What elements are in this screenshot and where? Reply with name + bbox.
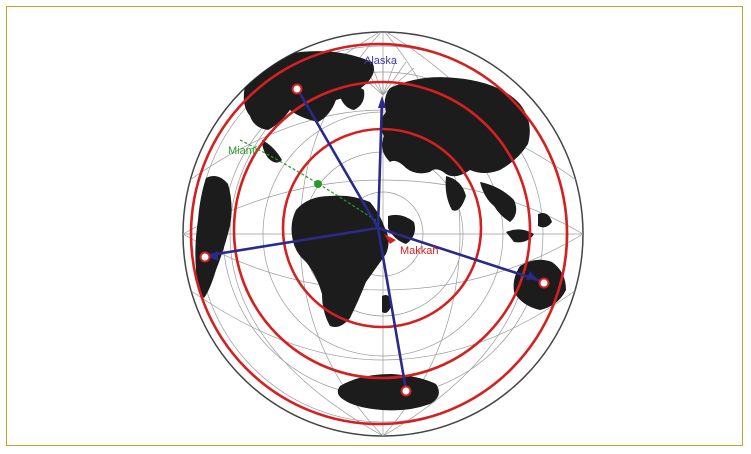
ray-alaska	[376, 99, 384, 229]
land-africa	[291, 195, 389, 327]
land-borneo	[538, 213, 552, 228]
marker-antarctica	[400, 385, 412, 397]
ray-north-america	[296, 89, 380, 229]
land-antarctica	[337, 374, 439, 411]
land-south-america	[195, 176, 232, 298]
land-greenland	[338, 86, 365, 110]
marker-south-america	[199, 251, 211, 263]
label-makkah: Makkah	[400, 245, 439, 257]
ray-south-america	[203, 226, 379, 258]
land-indonesia	[506, 229, 534, 243]
land-eurasia	[380, 77, 530, 177]
landmasses	[195, 51, 578, 411]
land-se-asia	[480, 182, 517, 222]
ring-middle	[232, 80, 532, 380]
land-north-america	[243, 51, 374, 130]
ray-australia	[377, 226, 545, 284]
destination-markers	[199, 83, 550, 397]
distance-rings	[189, 42, 569, 426]
label-alaska: Alaska	[364, 55, 398, 67]
ring-outer	[189, 42, 569, 426]
marker-north-america	[291, 83, 303, 95]
makkah-arrow	[384, 234, 396, 244]
direction-rays	[203, 89, 545, 391]
ray-arrowheads	[207, 96, 537, 280]
ray-antarctica	[376, 227, 408, 391]
miami-route	[239, 139, 379, 223]
label-miami: Miami	[228, 145, 257, 157]
land-scandinavia	[396, 112, 413, 134]
marker-australia	[538, 277, 550, 289]
land-new-zealand	[570, 311, 578, 325]
land-india	[445, 176, 466, 211]
land-central-america	[262, 140, 282, 163]
land-japan	[512, 123, 524, 141]
